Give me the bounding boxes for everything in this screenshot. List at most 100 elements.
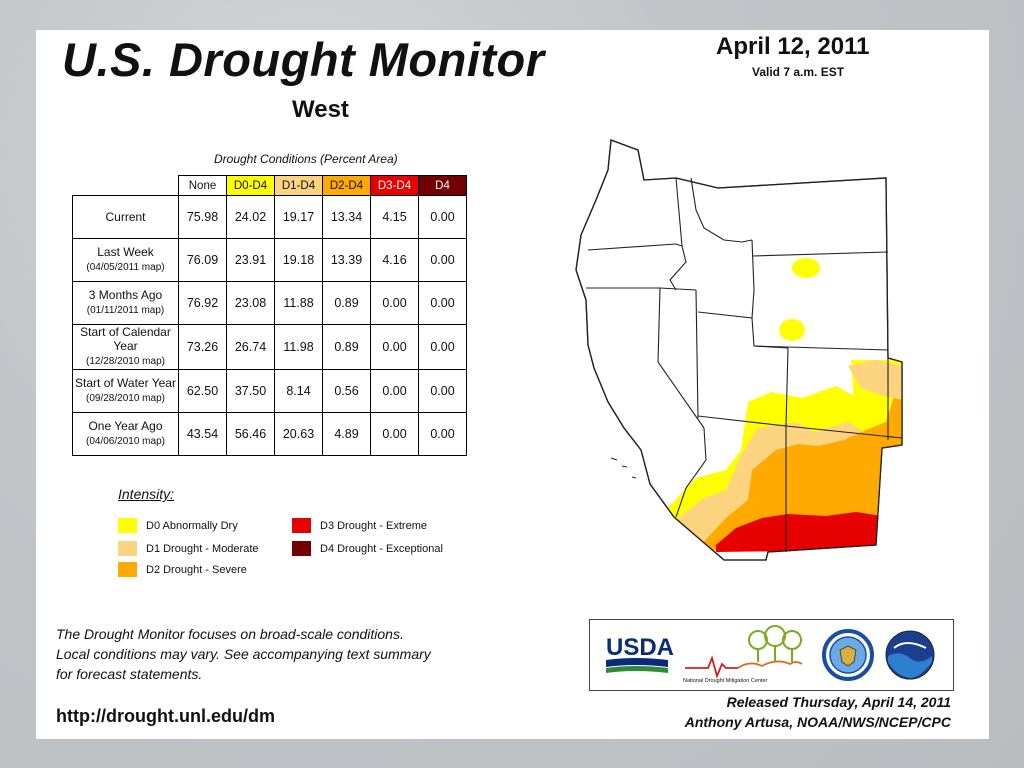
table-cell: 11.98 [274,324,323,370]
usda-logo: USDA [606,634,674,673]
row-label: Last Week (04/05/2011 map) [72,238,179,282]
border-nv-ut [695,289,699,419]
col-header-d2: D2-D4 [322,175,371,196]
table-cell: 11.88 [274,281,323,325]
legend-swatch-d1 [118,541,137,556]
row-label-text: 3 Months Ago [88,288,163,302]
legend-item-d4: D4 Drought - Exceptional [292,541,443,556]
legend-item-d3: D3 Drought - Extreme [292,518,427,533]
table-cell: 19.18 [274,238,323,282]
legend-title: Intensity: [118,486,175,502]
table-cell: 19.17 [274,195,323,239]
note-line: The Drought Monitor focuses on broad-sca… [56,626,404,642]
legend-swatch-d4 [292,541,311,556]
table-cell: 26.74 [226,324,275,370]
valid-time: Valid 7 a.m. EST [752,65,845,79]
border-az-ca [675,427,707,518]
legend-label-d1: D1 Drought - Moderate [146,542,259,555]
row-label: One Year Ago (04/06/2010 map) [72,412,179,456]
table-cell: 0.00 [370,369,419,413]
row-label-text: Start of Water Year [75,376,176,390]
state-borders [586,177,903,552]
legend-item-d2: D2 Drought - Severe [118,562,247,577]
table-cell: 73.26 [178,324,227,370]
table-row: 3 Months Ago (01/11/2011 map) 76.92 23.08… [72,281,467,325]
table-cell: 0.56 [322,369,371,413]
table-cell: 76.92 [178,281,227,325]
row-label: 3 Months Ago (01/11/2011 map) [72,281,179,325]
ndmc-text: National Drought Mitigation Center [683,678,768,684]
west-outline [575,139,903,561]
row-label: Start of Water Year (09/28/2010 map) [72,369,179,413]
agency-logos: USDA National Drought Mitigation Center [589,619,954,691]
border-wa-id [675,177,683,247]
row-label-text: Current [105,210,146,224]
table-row: Start of Water Year (09/28/2010 map) 62.5… [72,369,467,413]
page-title: U.S. Drought Monitor [62,33,545,86]
border-id-mt [690,177,753,243]
table-cell: 75.98 [178,195,227,239]
row-label: Current [72,195,179,239]
row-sublabel: (04/06/2010 map) [86,436,165,447]
col-header-none: None [178,175,227,196]
table-cell: 0.89 [322,324,371,370]
table-cell: 4.16 [370,238,419,282]
coastal-islands [610,457,637,479]
drought-url-link[interactable]: http://drought.unl.edu/dm [56,706,275,726]
table-cell: 8.14 [274,369,323,413]
border-or-id [669,245,687,291]
table-cell: 76.09 [178,238,227,282]
legend-label-d3: D3 Drought - Extreme [320,519,427,532]
legend-label-d0: D0 Abnormally Dry [146,519,238,532]
ndmc-logo: National Drought Mitigation Center [683,625,803,684]
doc-seal [822,629,874,681]
table-cell: 37.50 [226,369,275,413]
legend-label-d4: D4 Drought - Exceptional [320,542,443,555]
legend-swatch-d3 [292,518,311,533]
table-cell: 0.00 [418,281,467,325]
disclaimer-note: The Drought Monitor focuses on broad-sca… [56,624,516,684]
table-header-row: None D0-D4 D1-D4 D2-D4 D3-D4 D4 [73,175,467,196]
drought-areas [656,258,902,552]
row-label-text: Start of Calendar Year [80,325,171,353]
legend-label-d2: D2 Drought - Severe [146,563,247,576]
table-cell: 62.50 [178,369,227,413]
drought-monitor-sheet: U.S. Drought Monitor April 12, 2011 Vali… [36,30,989,739]
border-ca-nv [657,287,705,429]
col-header-d3: D3-D4 [370,175,419,196]
noaa-logo [885,630,935,680]
legend-swatch-d0 [118,518,137,533]
table-row: Current 75.98 24.02 19.17 13.34 4.15 0.0… [72,195,467,239]
region-name: West [292,96,349,123]
row-sublabel: (12/28/2010 map) [86,356,165,367]
d0-patch-south [779,319,805,341]
row-label-text: One Year Ago [88,419,163,433]
map-date: April 12, 2011 [716,33,870,60]
table-cell: 0.89 [322,281,371,325]
border-id-wy [751,239,755,319]
border-co-nm [785,425,903,439]
legend-item-d0: D0 Abnormally Dry [118,518,238,533]
note-line: Local conditions may vary. See accompany… [56,646,431,662]
legend-swatch-d2 [118,562,137,577]
release-info: Released Thursday, April 14, 2011 Anthon… [685,692,951,732]
table-cell: 0.00 [418,195,467,239]
note-line: for forecast statements. [56,666,203,682]
col-header-d4: D4 [418,175,467,196]
row-sublabel: (01/11/2011 map) [86,305,165,316]
table-cell: 4.15 [370,195,419,239]
table-cell: 20.63 [274,412,323,456]
table-row: Start of Calendar Year (12/28/2010 map) 7… [72,324,467,370]
table-cell: 0.00 [370,281,419,325]
table-row: One Year Ago (04/06/2010 map) 43.54 56.46… [72,412,467,456]
usda-text: USDA [606,634,674,661]
col-header-d0: D0-D4 [226,175,275,196]
table-cell: 43.54 [178,412,227,456]
table-cell: 24.02 [226,195,275,239]
d0-patch-north [792,258,820,278]
table-cell: 0.00 [370,324,419,370]
table-cell: 0.00 [418,238,467,282]
table-cell: 0.00 [418,369,467,413]
author-credit: Anthony Artusa, NOAA/NWS/NCEP/CPC [684,714,951,730]
table-cell: 13.34 [322,195,371,239]
